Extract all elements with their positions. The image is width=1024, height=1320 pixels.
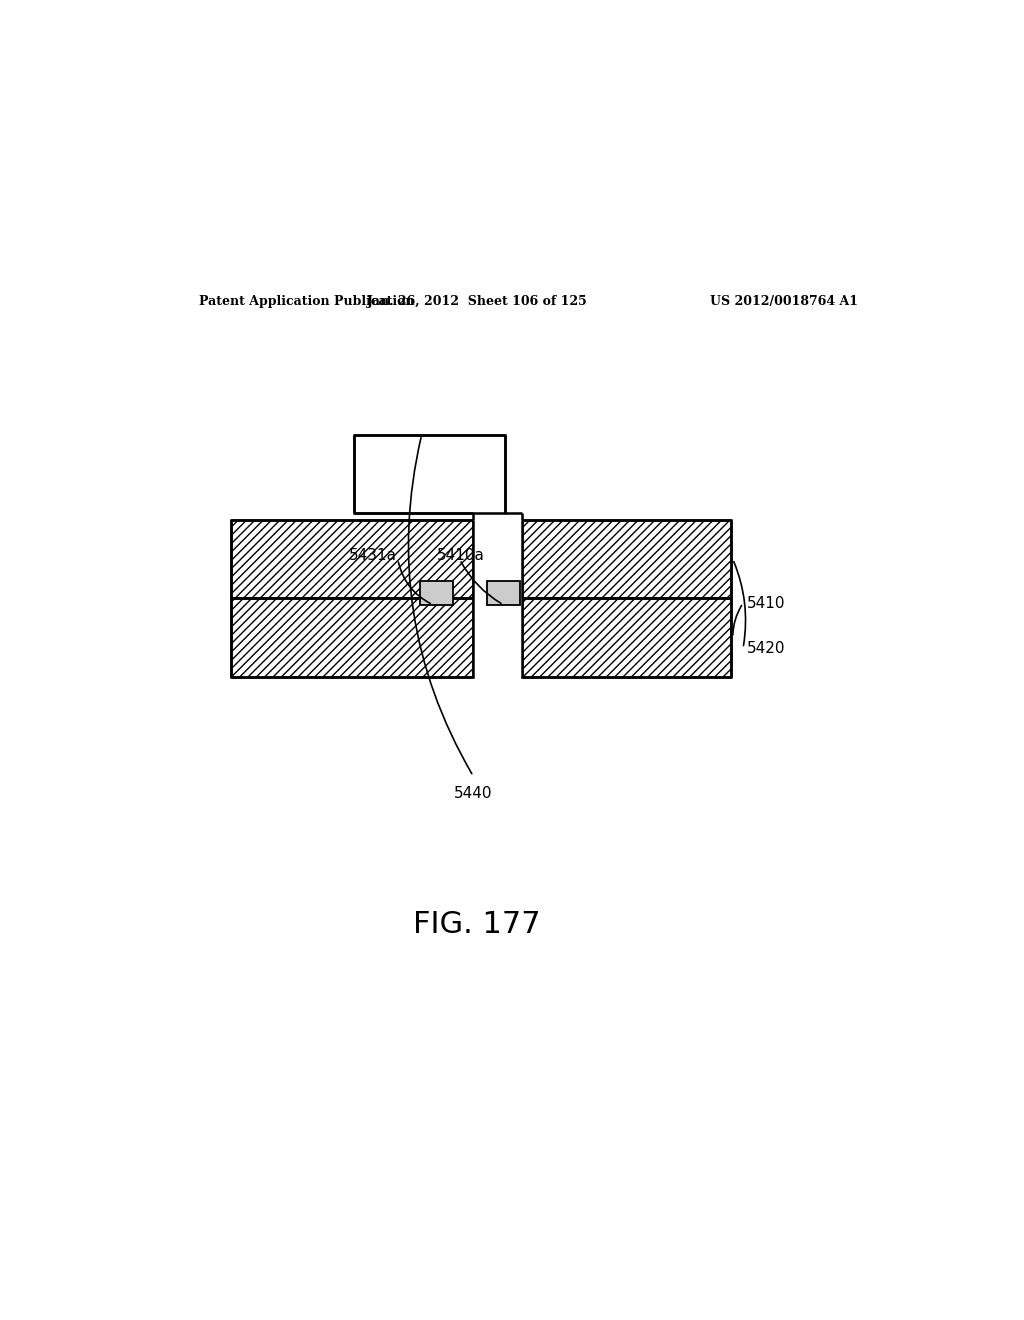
Text: 5431a: 5431a — [348, 548, 396, 564]
Text: Jan. 26, 2012  Sheet 106 of 125: Jan. 26, 2012 Sheet 106 of 125 — [367, 296, 588, 308]
Bar — [473, 513, 522, 520]
Text: US 2012/0018764 A1: US 2012/0018764 A1 — [710, 296, 858, 308]
Text: FIG. 177: FIG. 177 — [414, 909, 541, 939]
Bar — [486, 581, 520, 605]
Bar — [420, 581, 454, 605]
Text: 5410: 5410 — [748, 595, 785, 611]
Bar — [231, 520, 473, 598]
Bar — [231, 598, 473, 677]
Bar — [522, 520, 731, 598]
Text: 5440: 5440 — [454, 785, 493, 801]
Text: 5410a: 5410a — [437, 548, 485, 564]
Bar — [354, 434, 505, 513]
Bar — [522, 598, 731, 677]
Bar — [473, 520, 522, 677]
Text: Patent Application Publication: Patent Application Publication — [200, 296, 415, 308]
Text: 5420: 5420 — [748, 640, 785, 656]
